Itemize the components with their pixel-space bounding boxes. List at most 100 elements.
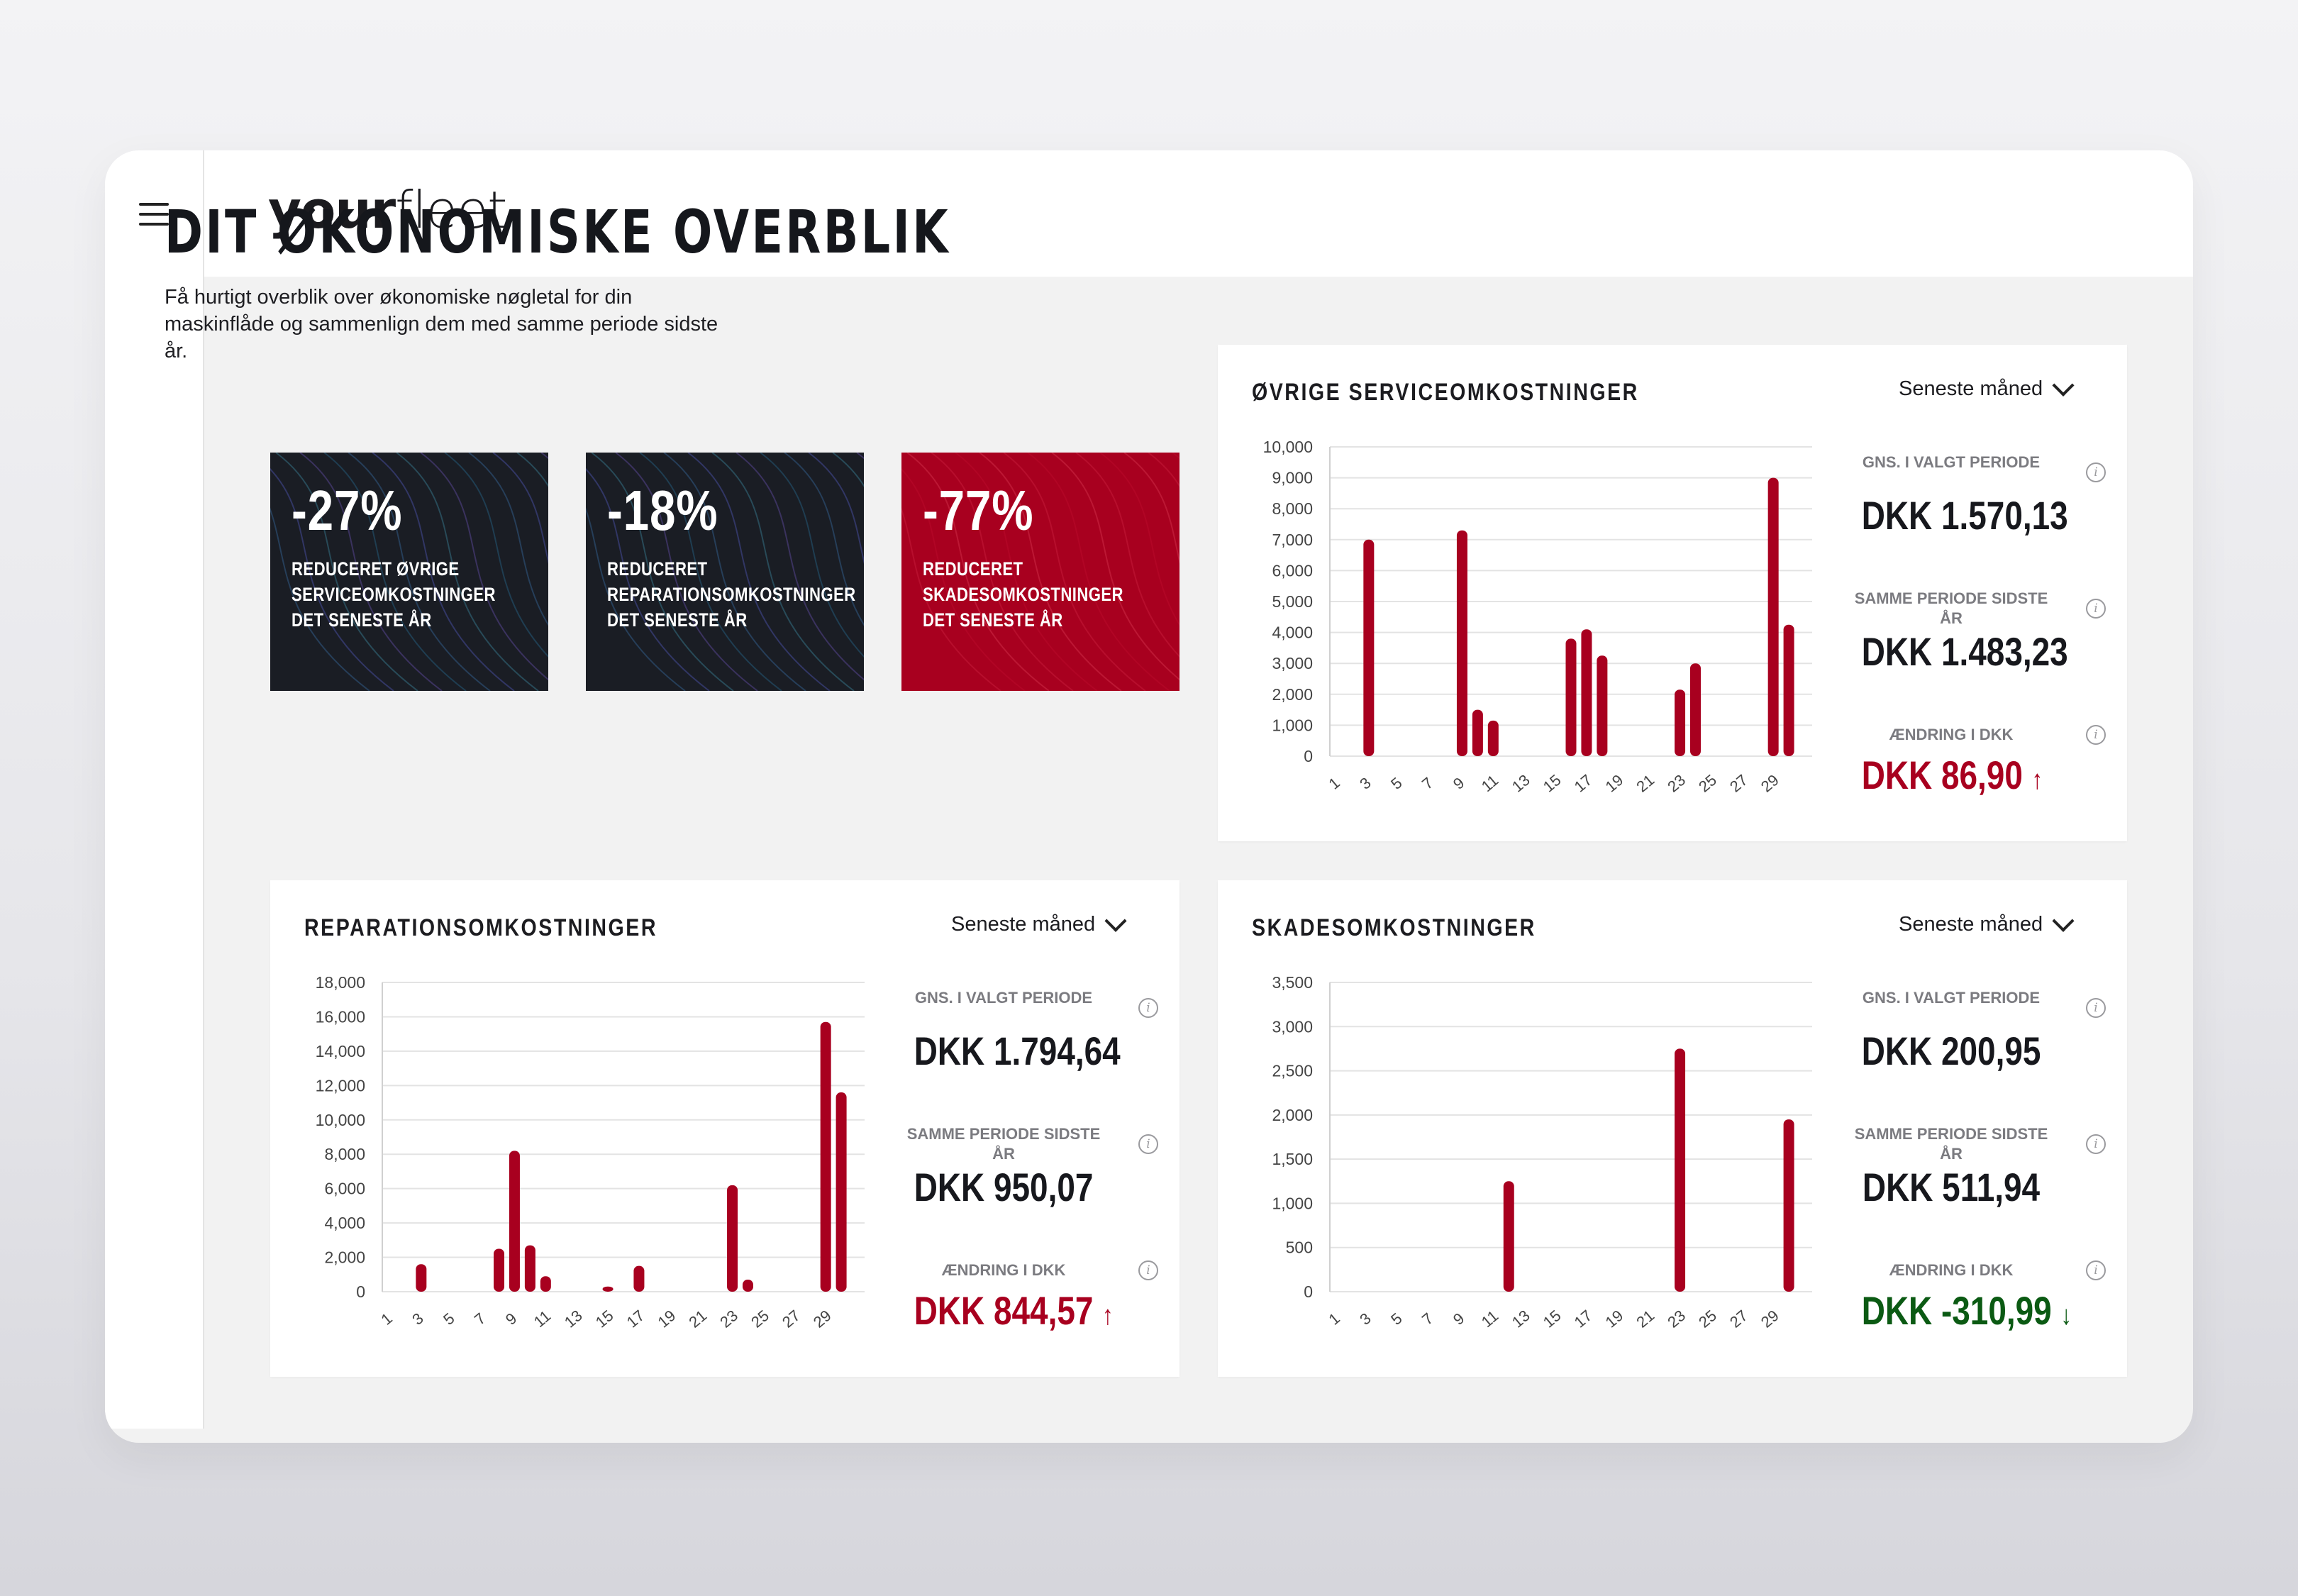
- x-tick-label: 7: [471, 1309, 489, 1329]
- x-tick-label: 25: [748, 1307, 772, 1331]
- info-icon[interactable]: i: [2086, 725, 2106, 745]
- info-icon[interactable]: i: [2086, 599, 2106, 619]
- logo[interactable]: yourfleet: [268, 180, 507, 240]
- y-tick-label: 2,500: [1272, 1062, 1313, 1080]
- wave-line: [275, 453, 418, 691]
- y-tick-label: 9,000: [1272, 469, 1313, 487]
- x-tick-label: 13: [561, 1307, 586, 1331]
- bar[interactable]: [540, 1276, 551, 1292]
- bar[interactable]: [1675, 689, 1686, 756]
- y-tick-label: 10,000: [316, 1111, 365, 1129]
- stat-value: DKK -310,99 ↓: [1862, 1287, 2072, 1334]
- kpi-value: -27%: [292, 479, 403, 542]
- bar[interactable]: [1783, 624, 1794, 756]
- bar[interactable]: [1689, 663, 1701, 756]
- bar[interactable]: [1581, 629, 1592, 756]
- wave-line: [420, 453, 548, 681]
- kpi-label: REDUCERET REPARATIONSOMKOSTNINGER DET SE…: [607, 558, 856, 631]
- bar[interactable]: [1503, 1181, 1514, 1292]
- card-title: REPARATIONSOMKOSTNINGER: [304, 914, 658, 941]
- change-value: DKK 844,57: [914, 1288, 1094, 1333]
- wave-line: [784, 453, 864, 626]
- period-dropdown[interactable]: Seneste måned: [951, 909, 1127, 936]
- bar[interactable]: [1675, 1048, 1686, 1292]
- wave-line: [955, 453, 1098, 691]
- bar[interactable]: [633, 1265, 645, 1292]
- x-tick-label: 3: [1356, 1309, 1374, 1329]
- x-tick-label: 27: [779, 1307, 804, 1331]
- wave-line: [270, 507, 370, 691]
- x-tick-label: 5: [440, 1309, 457, 1329]
- wave-pattern: [901, 453, 1179, 691]
- info-icon[interactable]: i: [1138, 998, 1158, 1018]
- bar[interactable]: [1487, 720, 1499, 756]
- x-tick-label: 17: [623, 1307, 648, 1331]
- stat-value: DKK 511,94: [1862, 1165, 2041, 1209]
- bar[interactable]: [727, 1185, 738, 1292]
- y-tick-label: 18,000: [316, 973, 365, 992]
- bar[interactable]: [742, 1280, 753, 1292]
- info-icon[interactable]: i: [1138, 1134, 1158, 1154]
- page-intro: Få hurtigt overblik over økonomiske nøgl…: [165, 286, 718, 362]
- y-tick-label: 1,000: [1272, 1194, 1313, 1212]
- period-dropdown[interactable]: Seneste måned: [1899, 909, 2075, 936]
- x-tick-label: 25: [1695, 1307, 1720, 1331]
- x-tick-label: 11: [1478, 1307, 1502, 1331]
- wave-line: [586, 467, 710, 691]
- y-tick-label: 0: [1304, 1282, 1313, 1301]
- y-tick-label: 8,000: [324, 1145, 365, 1163]
- menu-icon[interactable]: [139, 203, 169, 226]
- period-label: Seneste måned: [951, 913, 1096, 936]
- info-icon[interactable]: i: [2086, 1134, 2106, 1154]
- x-tick-label: 21: [685, 1307, 710, 1331]
- y-tick-label: 0: [356, 1282, 365, 1301]
- period-dropdown[interactable]: Seneste måned: [1899, 374, 2075, 401]
- kpi-tile-damage: -77% REDUCERET SKADESOMKOSTNINGER DET SE…: [901, 453, 1179, 691]
- x-tick-label: 29: [1758, 771, 1782, 796]
- x-tick-label: 29: [810, 1307, 835, 1331]
- info-icon[interactable]: i: [1138, 1260, 1158, 1280]
- x-tick-label: 11: [1478, 771, 1502, 795]
- bar[interactable]: [1565, 638, 1577, 756]
- bar[interactable]: [1597, 655, 1608, 756]
- wave-line: [808, 453, 864, 565]
- bar[interactable]: [1767, 477, 1779, 756]
- info-icon[interactable]: i: [2086, 998, 2106, 1018]
- kpi-tile-service: -27% REDUCERET ØVRIGE SERVICEOMKOSTNINGE…: [270, 453, 548, 691]
- change-value: DKK -310,99: [1861, 1288, 2052, 1333]
- x-tick-label: 1: [1325, 774, 1343, 793]
- bar-chart: 0 1,000 2,000 3,000 4,000 5,000 6,000 7,000 8,00…: [1263, 438, 1812, 796]
- period-label: Seneste måned: [1899, 377, 2043, 400]
- bar[interactable]: [1783, 1119, 1794, 1292]
- bar[interactable]: [602, 1286, 614, 1292]
- bar[interactable]: [820, 1021, 831, 1292]
- x-tick-label: 17: [1571, 771, 1596, 796]
- bar[interactable]: [416, 1264, 427, 1292]
- y-tick-label: 3,500: [1272, 973, 1313, 992]
- stat-label: ÆNDRING I DKK: [1889, 726, 2014, 743]
- bar[interactable]: [524, 1245, 535, 1292]
- stats-panel: GNS. I VALGT PERIODE i DKK 200,95 SAMME …: [1842, 880, 2127, 1377]
- y-tick-label: 10,000: [1263, 438, 1313, 456]
- wave-line: [760, 453, 864, 658]
- bar[interactable]: [1456, 530, 1467, 756]
- bar[interactable]: [1363, 539, 1375, 756]
- wave-line: [1027, 453, 1170, 691]
- bar[interactable]: [836, 1092, 847, 1292]
- y-tick-label: 3,000: [1272, 1017, 1313, 1036]
- y-tick-label: 1,500: [1272, 1150, 1313, 1168]
- x-tick-label: 5: [1387, 1309, 1405, 1329]
- info-icon[interactable]: i: [2086, 462, 2106, 482]
- y-tick-label: 2,000: [1272, 685, 1313, 704]
- x-tick-label: 13: [1509, 1307, 1533, 1331]
- info-icon[interactable]: i: [2086, 1260, 2106, 1280]
- stat-value: DKK 86,90 ↑: [1862, 752, 2043, 798]
- y-tick-label: 2,000: [1272, 1106, 1313, 1124]
- x-tick-label: 17: [1571, 1307, 1596, 1331]
- bar[interactable]: [494, 1248, 505, 1292]
- stats-panel: GNS. I VALGT PERIODE i DKK 1.794,64 SAMM…: [894, 880, 1179, 1377]
- card-title: SKADESOMKOSTNINGER: [1252, 914, 1536, 941]
- y-tick-label: 14,000: [316, 1042, 365, 1060]
- bar[interactable]: [1472, 709, 1483, 756]
- bar[interactable]: [509, 1151, 520, 1292]
